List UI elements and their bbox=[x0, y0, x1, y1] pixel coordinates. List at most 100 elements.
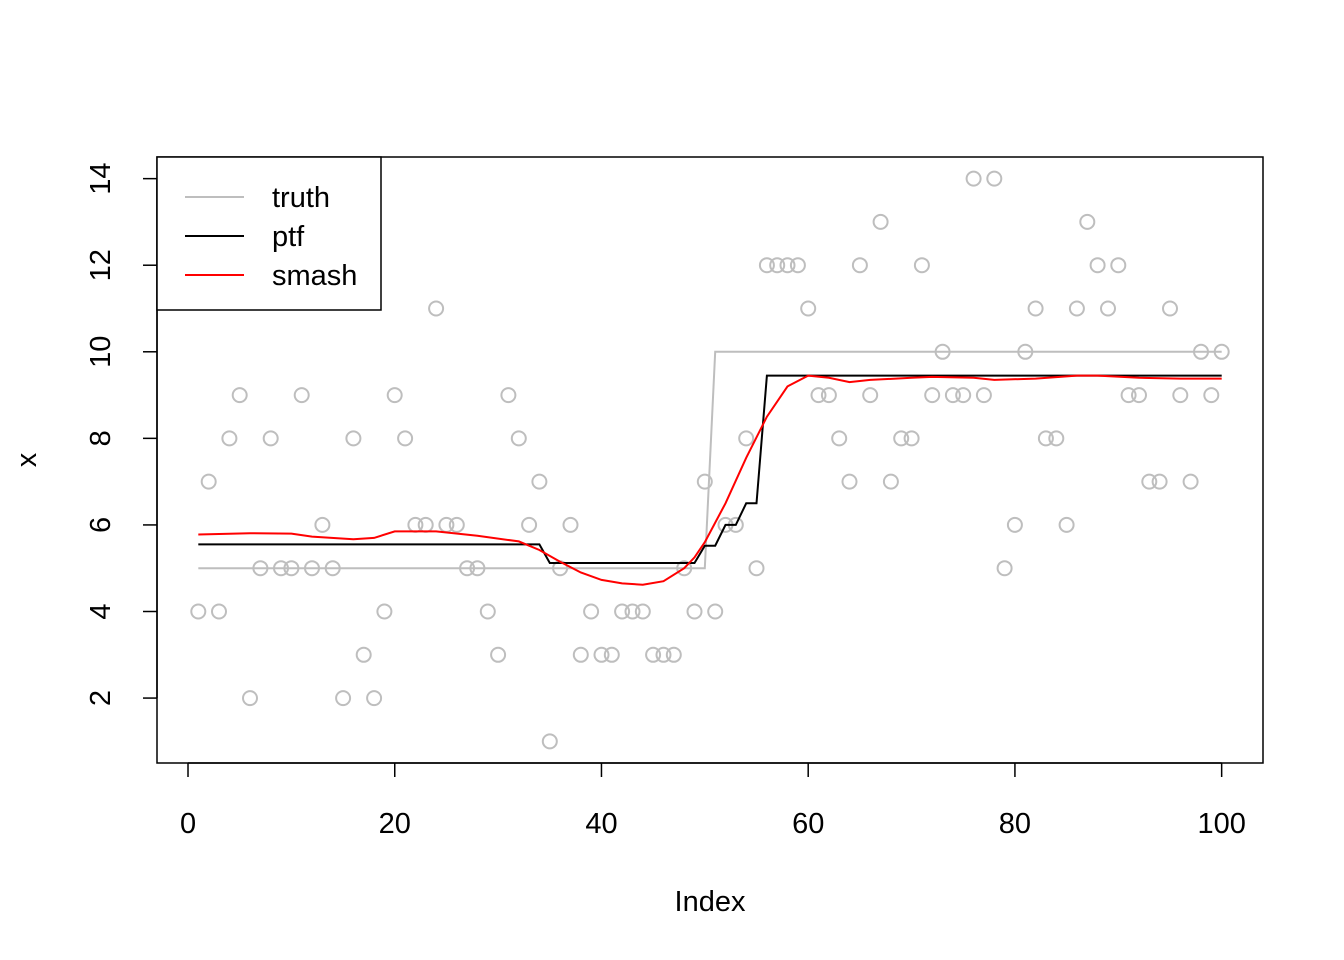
data-point bbox=[696, 473, 713, 490]
data-point bbox=[1048, 430, 1065, 447]
data-point bbox=[748, 560, 765, 577]
legend-label-truth: truth bbox=[272, 182, 330, 214]
data-point bbox=[386, 387, 403, 404]
data-point bbox=[1182, 473, 1199, 490]
data-point bbox=[1100, 300, 1116, 317]
data-point bbox=[428, 300, 445, 317]
data-point bbox=[603, 646, 620, 663]
data-point bbox=[872, 213, 889, 230]
data-point bbox=[190, 603, 207, 620]
data-point bbox=[500, 387, 517, 404]
data-point bbox=[624, 603, 641, 620]
data-point bbox=[707, 603, 724, 620]
y-tick-label: 10 bbox=[85, 336, 117, 368]
y-tick-label: 12 bbox=[85, 249, 117, 281]
data-point bbox=[924, 387, 941, 404]
data-point bbox=[1172, 387, 1189, 404]
data-point bbox=[355, 646, 372, 663]
data-point bbox=[986, 170, 1003, 187]
y-tick-label: 14 bbox=[85, 163, 117, 195]
data-point bbox=[541, 733, 558, 750]
data-point bbox=[231, 387, 248, 404]
data-point bbox=[738, 430, 755, 447]
data-point bbox=[882, 473, 899, 490]
data-layer bbox=[190, 170, 1230, 750]
data-point bbox=[1151, 473, 1168, 490]
data-point bbox=[965, 170, 982, 187]
data-point bbox=[686, 603, 703, 620]
x-axis-label: Index bbox=[675, 886, 746, 918]
data-point bbox=[655, 646, 672, 663]
data-point bbox=[1141, 473, 1158, 490]
data-point bbox=[996, 560, 1013, 577]
y-tick-label: 6 bbox=[85, 517, 117, 533]
legend-label-smash: smash bbox=[272, 260, 357, 292]
y-tick-label: 8 bbox=[85, 430, 117, 446]
data-point bbox=[397, 430, 414, 447]
data-point bbox=[831, 430, 848, 447]
data-point bbox=[242, 690, 258, 707]
data-point bbox=[851, 257, 868, 274]
data-point bbox=[1058, 516, 1075, 533]
data-point bbox=[366, 690, 383, 707]
data-point bbox=[1162, 300, 1178, 317]
data-point bbox=[1079, 213, 1096, 230]
x-tick-label: 100 bbox=[1197, 808, 1245, 840]
data-point bbox=[531, 473, 548, 490]
axes-layer: 0 20 40 60 80 100 2 4 6 8 10 12 14 bbox=[85, 163, 1246, 840]
x-tick-label: 0 bbox=[180, 808, 196, 840]
data-point bbox=[758, 257, 775, 274]
data-point bbox=[221, 430, 238, 447]
legend-box bbox=[156, 156, 382, 311]
data-point bbox=[583, 603, 600, 620]
data-point bbox=[345, 430, 362, 447]
data-point bbox=[293, 387, 310, 404]
data-point bbox=[490, 646, 507, 663]
series-line-ptf bbox=[198, 374, 1222, 564]
data-point bbox=[1110, 257, 1127, 274]
x-tick-label: 80 bbox=[999, 808, 1031, 840]
data-point bbox=[1089, 257, 1106, 274]
data-point bbox=[893, 430, 910, 447]
data-point bbox=[572, 646, 589, 663]
data-point bbox=[955, 387, 972, 404]
data-point bbox=[562, 516, 579, 533]
data-point bbox=[1120, 387, 1137, 404]
data-point bbox=[211, 603, 227, 620]
data-point bbox=[376, 603, 393, 620]
data-point bbox=[769, 257, 786, 274]
data-point bbox=[521, 516, 538, 533]
data-point bbox=[335, 690, 352, 707]
data-point bbox=[975, 387, 992, 404]
y-axis-label: x bbox=[11, 452, 43, 467]
data-point bbox=[779, 257, 796, 274]
x-tick-label: 40 bbox=[585, 808, 617, 840]
data-point bbox=[1068, 300, 1085, 317]
data-point bbox=[645, 646, 662, 663]
legend: truth ptf smash bbox=[156, 156, 382, 311]
data-point bbox=[820, 387, 837, 404]
data-point bbox=[1027, 300, 1044, 317]
y-tick-label: 4 bbox=[85, 603, 117, 619]
data-point bbox=[903, 430, 920, 447]
data-point bbox=[1006, 516, 1023, 533]
x-tick-label: 20 bbox=[379, 808, 411, 840]
series-line-truth bbox=[198, 350, 1222, 570]
data-point bbox=[634, 603, 651, 620]
y-tick-label: 2 bbox=[85, 690, 117, 706]
x-tick-label: 60 bbox=[792, 808, 824, 840]
data-point bbox=[510, 430, 527, 447]
data-point bbox=[789, 257, 806, 274]
data-point bbox=[1037, 430, 1054, 447]
data-point bbox=[479, 603, 496, 620]
data-point bbox=[614, 603, 631, 620]
data-point bbox=[1131, 387, 1147, 404]
data-point bbox=[841, 473, 858, 490]
data-point bbox=[1203, 387, 1220, 404]
data-point bbox=[448, 516, 465, 533]
series-line-smash bbox=[198, 374, 1222, 586]
data-point bbox=[810, 387, 827, 404]
data-point bbox=[200, 473, 217, 490]
data-point bbox=[665, 646, 682, 663]
